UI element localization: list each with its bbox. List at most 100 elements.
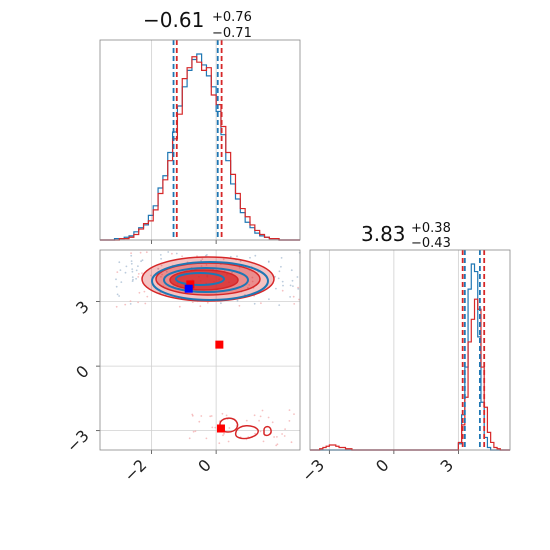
sample-point	[225, 414, 228, 417]
sample-point	[248, 284, 251, 286]
sample-point	[229, 255, 232, 258]
sample-point	[222, 258, 225, 261]
sample-point	[259, 430, 262, 433]
sample-point	[115, 278, 117, 281]
red-contour-lower-blob-2	[234, 425, 259, 440]
blue-contour-inner	[175, 272, 225, 286]
sample-point	[201, 258, 204, 260]
sample-point	[277, 277, 280, 280]
sample-point	[145, 251, 148, 254]
sample-point	[239, 260, 242, 263]
sample-point	[130, 254, 133, 257]
sample-point	[220, 302, 222, 305]
sample-point	[198, 420, 201, 423]
truth-markers	[184, 280, 225, 433]
sample-point	[165, 270, 168, 273]
sample-point	[149, 274, 152, 277]
histogram-panel-param2: 3.83 +0.38 −0.43	[309, 221, 511, 454]
sample-point	[115, 285, 118, 288]
sample-point	[124, 271, 127, 274]
sample-point	[160, 264, 163, 267]
sample-point	[188, 437, 191, 440]
sample-point	[171, 252, 173, 255]
sample-point	[131, 270, 134, 273]
histogram-steps-param1	[100, 53, 300, 241]
sample-point	[205, 437, 208, 440]
sample-point	[238, 266, 241, 269]
histogram-blue-param1	[100, 53, 300, 241]
quantile-lines-param1	[172, 40, 223, 240]
sample-point	[296, 276, 299, 278]
sample-point	[267, 261, 270, 263]
sample-point	[281, 289, 284, 292]
sample-point	[236, 255, 238, 258]
sample-point	[200, 415, 203, 417]
x-tick-label-param2: 3	[437, 455, 458, 476]
sample-point	[261, 409, 264, 412]
sample-point	[161, 273, 164, 276]
sample-point	[118, 261, 121, 264]
sample-point	[249, 256, 251, 259]
sample-point	[159, 254, 162, 256]
sample-point	[291, 279, 294, 282]
sample-point	[281, 280, 284, 283]
sample-point	[209, 415, 212, 418]
title-param2-sub: −0.43	[411, 236, 451, 251]
sample-point	[223, 432, 225, 435]
sample-point	[141, 259, 144, 262]
title-param1-sup: +0.76	[212, 10, 252, 25]
sample-point	[125, 265, 128, 268]
sample-point	[137, 265, 139, 268]
sample-point	[259, 415, 262, 418]
sample-point	[132, 278, 134, 281]
sample-point	[251, 280, 254, 283]
sample-point	[231, 271, 233, 274]
sample-point	[267, 416, 270, 419]
sample-point	[245, 419, 248, 422]
sample-point	[211, 426, 214, 429]
sample-point	[292, 285, 294, 287]
sample-point	[130, 260, 133, 262]
tick-labels: −3 0 3 −2 0 3 0 −3	[63, 297, 458, 486]
sample-point	[194, 430, 197, 433]
sample-point	[124, 303, 127, 306]
sample-point	[138, 291, 141, 294]
sample-point	[297, 286, 299, 289]
sample-point	[222, 434, 224, 437]
histogram-red-param2	[310, 298, 510, 451]
sample-point	[129, 303, 132, 305]
sample-point	[275, 287, 277, 290]
sample-point	[288, 420, 291, 422]
histogram-frame-param2	[309, 249, 511, 451]
sample-point	[284, 428, 286, 430]
sample-point	[278, 270, 281, 273]
sample-point	[192, 430, 195, 433]
sample-point	[143, 290, 146, 293]
sample-point	[137, 276, 140, 278]
sample-point	[273, 436, 275, 438]
sample-point	[218, 442, 221, 445]
sample-point	[178, 305, 181, 308]
sample-point	[116, 293, 119, 296]
truth-marker-red	[215, 340, 224, 349]
sample-point	[129, 300, 132, 303]
sample-point	[181, 255, 184, 258]
sample-point	[146, 295, 149, 298]
blue-contour-outer	[151, 261, 269, 301]
sample-point	[141, 272, 143, 275]
sample-point	[116, 271, 119, 273]
sample-point	[167, 251, 170, 253]
title-param2-sup: +0.38	[411, 221, 451, 236]
sample-point	[144, 302, 147, 305]
red-contour-lower-blob-3	[263, 425, 272, 437]
sample-point	[130, 262, 133, 265]
sample-point	[283, 435, 286, 437]
sample-point	[157, 268, 160, 270]
y-tick-label-param2: −3	[63, 426, 93, 456]
title-param1-sub: −0.71	[212, 26, 252, 41]
sample-point	[175, 252, 178, 255]
sample-point	[199, 305, 202, 308]
sample-point	[290, 269, 293, 272]
sample-point	[290, 441, 293, 444]
sample-point	[227, 440, 230, 443]
